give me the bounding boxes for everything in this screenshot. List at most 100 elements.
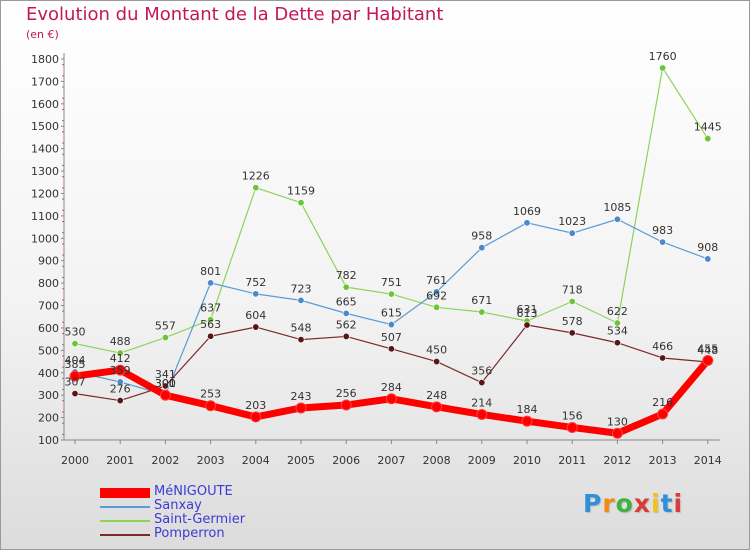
x-tick-label: 2006 bbox=[332, 454, 360, 467]
data-label-pomperron: 578 bbox=[562, 315, 583, 328]
y-tick-label: 500 bbox=[38, 344, 59, 357]
data-labels-layer: 530 488 557 637 1226 1159 782 751 692 671 631 718 62… bbox=[65, 50, 722, 428]
data-label-m-nigoute: 412 bbox=[110, 352, 131, 365]
x-tick-label: 2013 bbox=[649, 454, 677, 467]
data-label-m-nigoute: 214 bbox=[471, 396, 492, 409]
x-tick-label: 2004 bbox=[242, 454, 270, 467]
data-label-saint-germier: 631 bbox=[517, 303, 538, 316]
data-point-sanxay bbox=[704, 255, 712, 263]
x-tick-label: 2000 bbox=[61, 454, 89, 467]
data-point-pomperron bbox=[116, 397, 124, 405]
data-label-pomperron: 507 bbox=[381, 331, 402, 344]
x-tick-label: 2012 bbox=[603, 454, 631, 467]
x-tick-label: 2008 bbox=[423, 454, 451, 467]
data-point-pomperron bbox=[433, 358, 441, 366]
data-point-m-nigoute bbox=[159, 389, 171, 401]
logo-letter: o bbox=[615, 489, 634, 518]
legend-label: MéNIGOUTE bbox=[154, 484, 233, 499]
data-label-m-nigoute: 130 bbox=[607, 415, 628, 428]
data-point-saint-germier bbox=[568, 297, 576, 305]
data-label-saint-germier: 1159 bbox=[287, 185, 315, 198]
y-tick-label: 1700 bbox=[31, 75, 59, 88]
data-point-saint-germier bbox=[116, 349, 124, 357]
data-label-m-nigoute: 248 bbox=[426, 389, 447, 402]
y-tick-label: 1200 bbox=[31, 187, 59, 200]
data-label-saint-germier: 1445 bbox=[694, 121, 722, 134]
proxiti-logo: Proxiti bbox=[583, 489, 683, 518]
data-point-sanxay bbox=[659, 238, 667, 246]
data-point-pomperron bbox=[161, 382, 169, 390]
data-point-saint-germier bbox=[252, 184, 260, 192]
data-label-pomperron: 562 bbox=[336, 318, 357, 331]
data-point-sanxay bbox=[297, 296, 305, 304]
x-tick-label: 2005 bbox=[287, 454, 315, 467]
chart-subtitle: (en €) bbox=[26, 28, 59, 41]
data-label-pomperron: 307 bbox=[65, 376, 86, 389]
x-tick-label: 2011 bbox=[558, 454, 586, 467]
x-tick-label: 2003 bbox=[197, 454, 225, 467]
data-label-sanxay: 1023 bbox=[558, 215, 586, 228]
data-label-saint-germier: 488 bbox=[110, 335, 131, 348]
data-label-sanxay: 908 bbox=[697, 241, 718, 254]
data-label-saint-germier: 751 bbox=[381, 276, 402, 289]
data-point-pomperron bbox=[568, 329, 576, 337]
chart-axes: 100 200 300 400 500 600 700 800 900 1000 1100 1200 1… bbox=[31, 53, 722, 467]
logo-letter: i bbox=[651, 489, 661, 518]
data-label-m-nigoute: 243 bbox=[291, 390, 312, 403]
data-label-pomperron: 613 bbox=[517, 307, 538, 320]
y-tick-label: 100 bbox=[38, 434, 59, 447]
data-label-pomperron: 450 bbox=[426, 344, 447, 357]
data-label-sanxay: 1069 bbox=[513, 205, 541, 218]
data-point-sanxay bbox=[252, 290, 260, 298]
data-point-m-nigoute bbox=[340, 399, 352, 411]
data-label-sanxay: 723 bbox=[291, 282, 312, 295]
data-point-sanxay bbox=[568, 229, 576, 237]
y-tick-label: 600 bbox=[38, 322, 59, 335]
logo-letter: i bbox=[673, 489, 684, 518]
data-label-pomperron: 341 bbox=[155, 368, 176, 381]
data-point-sanxay bbox=[613, 215, 621, 223]
y-tick-label: 1000 bbox=[31, 232, 59, 245]
legend-swatch bbox=[100, 520, 150, 522]
series-layer bbox=[69, 64, 714, 439]
data-label-pomperron: 448 bbox=[697, 344, 718, 357]
data-label-m-nigoute: 300 bbox=[155, 377, 176, 390]
data-point-pomperron bbox=[252, 323, 260, 331]
chart-title: Evolution du Montant de la Dette par Hab… bbox=[26, 4, 444, 25]
data-label-pomperron: 534 bbox=[607, 325, 628, 338]
data-point-m-nigoute bbox=[205, 400, 217, 412]
data-point-saint-germier bbox=[71, 340, 79, 348]
data-point-sanxay bbox=[523, 219, 531, 227]
data-label-pomperron: 276 bbox=[110, 383, 131, 396]
logo-letter: t bbox=[660, 489, 674, 518]
data-label-saint-germier: 622 bbox=[607, 305, 628, 318]
y-tick-label: 700 bbox=[38, 300, 59, 313]
data-label-sanxay: 958 bbox=[471, 230, 492, 243]
data-label-pomperron: 604 bbox=[245, 309, 266, 322]
data-label-sanxay: 761 bbox=[426, 274, 447, 287]
data-label-m-nigoute: 385 bbox=[65, 358, 86, 371]
data-label-saint-germier: 1760 bbox=[649, 50, 677, 63]
data-label-saint-germier: 1226 bbox=[242, 170, 270, 183]
data-point-saint-germier bbox=[161, 334, 169, 342]
data-label-m-nigoute: 284 bbox=[381, 381, 402, 394]
data-point-saint-germier bbox=[297, 199, 305, 207]
data-point-sanxay bbox=[207, 279, 215, 287]
logo-letter: P bbox=[583, 489, 603, 518]
data-label-m-nigoute: 184 bbox=[517, 403, 538, 416]
data-point-pomperron bbox=[297, 336, 305, 344]
data-point-saint-germier bbox=[207, 316, 215, 324]
data-point-m-nigoute bbox=[657, 408, 669, 420]
data-label-saint-germier: 692 bbox=[426, 289, 447, 302]
x-tick-label: 2014 bbox=[694, 454, 722, 467]
data-point-pomperron bbox=[523, 321, 531, 329]
data-point-saint-germier bbox=[704, 135, 712, 143]
data-label-sanxay: 615 bbox=[381, 307, 402, 320]
data-point-m-nigoute bbox=[611, 427, 623, 439]
data-label-pomperron: 548 bbox=[291, 322, 312, 335]
data-point-sanxay bbox=[342, 309, 350, 317]
data-point-pomperron bbox=[342, 332, 350, 340]
data-label-sanxay: 1085 bbox=[603, 201, 631, 214]
